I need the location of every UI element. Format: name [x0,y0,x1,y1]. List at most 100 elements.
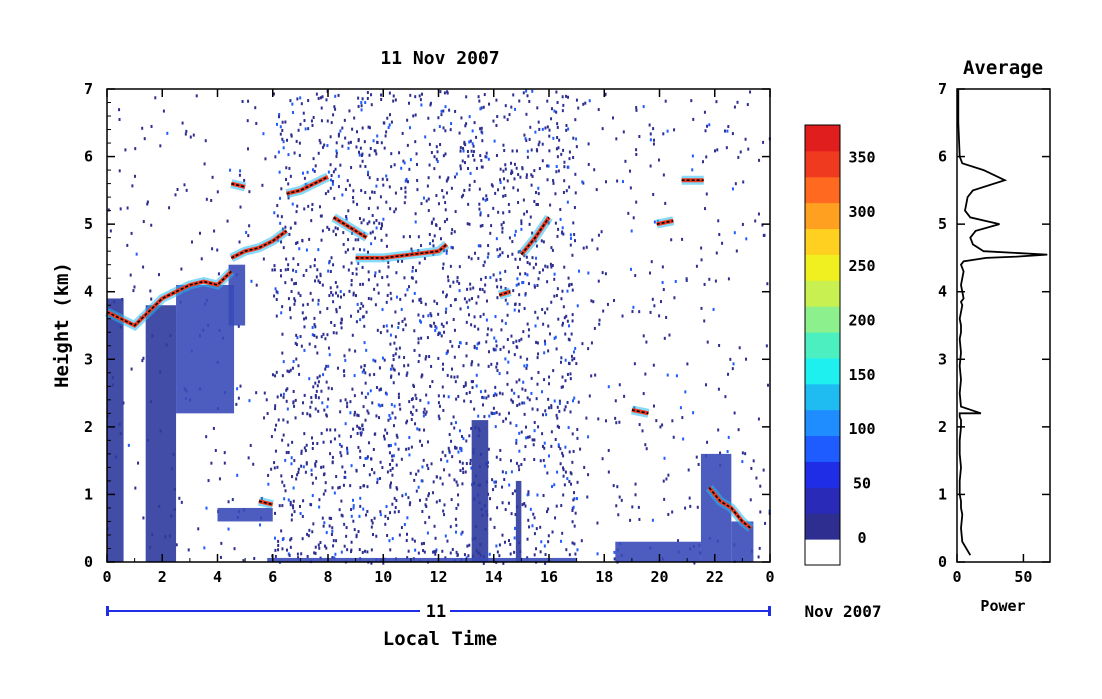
noise-pixel [382,217,385,221]
noise-pixel [303,432,306,436]
noise-pixel [454,446,457,450]
noise-pixel [363,248,366,252]
noise-pixel [614,416,617,420]
noise-pixel [411,299,414,303]
noise-pixel [309,405,312,409]
noise-pixel [457,503,460,507]
noise-pixel [340,550,343,554]
noise-pixel [458,131,461,135]
noise-pixel [480,106,483,110]
noise-pixel [571,319,574,323]
noise-pixel [632,216,635,220]
noise-pixel [381,466,384,470]
noise-pixel [455,480,458,484]
noise-pixel [733,105,736,109]
profile-y-tick-label: 6 [938,148,947,166]
noise-pixel [568,283,571,287]
main-plot-area [105,88,771,565]
noise-pixel [553,294,556,298]
noise-pixel [380,93,383,97]
noise-pixel [281,137,284,141]
noise-pixel [146,202,149,206]
noise-pixel [350,508,353,512]
noise-pixel [303,348,306,352]
noise-pixel [559,208,562,212]
noise-pixel [442,290,445,294]
noise-pixel [347,141,350,145]
noise-pixel [542,458,545,462]
noise-pixel [335,475,338,479]
noise-pixel [367,125,370,129]
noise-pixel [487,214,490,218]
noise-pixel [429,101,432,105]
noise-pixel [521,401,524,405]
noise-pixel [514,229,517,233]
noise-pixel [334,428,337,432]
noise-pixel [317,396,320,400]
noise-pixel [278,112,281,116]
noise-pixel [765,344,768,348]
noise-pixel [504,298,507,302]
noise-pixel [338,508,341,512]
noise-pixel [428,163,431,167]
noise-pixel [562,232,565,236]
noise-pixel [286,407,289,411]
noise-pixel [328,261,331,265]
noise-pixel [324,192,327,196]
noise-pixel [548,375,551,379]
noise-pixel [597,279,600,283]
noise-pixel [331,486,334,490]
noise-pixel [503,477,506,481]
noise-pixel [482,403,485,407]
noise-pixel [409,158,412,162]
noise-pixel [513,536,516,540]
noise-pixel [535,397,538,401]
noise-pixel [293,297,296,301]
noise-pixel [520,227,523,231]
noise-pixel [359,427,362,431]
noise-pixel [368,126,371,130]
noise-pixel [539,550,542,554]
noise-pixel [322,440,325,444]
noise-pixel [553,109,556,113]
noise-pixel [410,397,413,401]
noise-pixel [512,186,515,190]
noise-pixel [485,194,488,198]
noise-pixel [430,324,433,328]
noise-pixel [406,419,409,423]
noise-pixel [414,269,417,273]
noise-pixel [311,446,314,450]
noise-pixel [638,135,641,139]
noise-pixel [338,485,341,489]
noise-pixel [312,116,315,120]
noise-pixel [417,313,420,317]
noise-pixel [174,193,177,197]
noise-pixel [352,189,355,193]
noise-pixel [383,437,386,441]
noise-pixel [359,486,362,490]
noise-pixel [747,147,750,151]
noise-pixel [287,196,290,200]
noise-pixel [673,128,676,132]
noise-pixel [296,336,299,340]
noise-pixel [442,154,445,158]
noise-pixel [576,428,579,432]
noise-pixel [274,407,277,411]
noise-pixel [762,468,765,472]
noise-pixel [470,149,473,153]
noise-pixel [727,125,730,129]
noise-pixel [344,358,347,362]
noise-pixel [298,153,301,157]
noise-pixel [596,247,599,251]
noise-pixel [389,113,392,117]
noise-pixel [417,469,420,473]
noise-pixel [439,90,442,94]
noise-pixel [735,249,738,253]
colorbar-segment [805,125,840,152]
noise-pixel [410,247,413,251]
noise-pixel [561,451,564,455]
noise-pixel [723,129,726,133]
noise-pixel [365,348,368,352]
noise-pixel [484,276,487,280]
noise-pixel [561,226,564,230]
